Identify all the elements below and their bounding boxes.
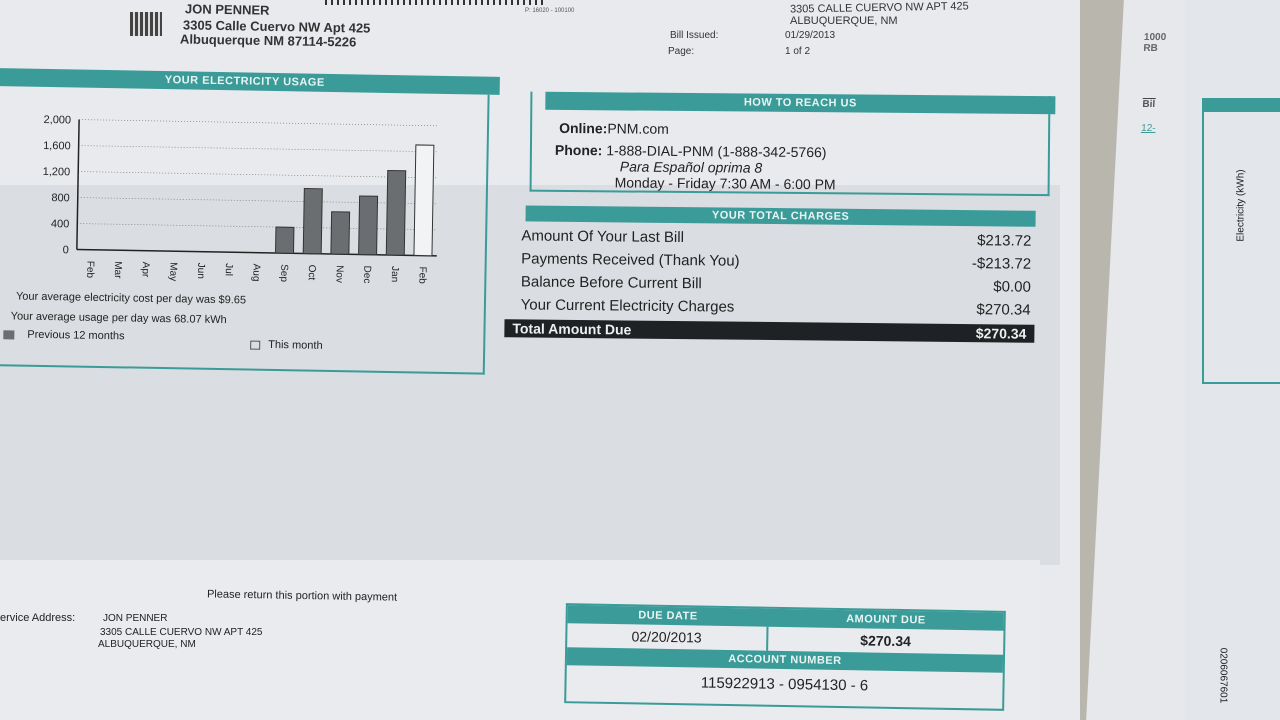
y-tick-label: 400 — [51, 218, 70, 230]
side-chart-box — [1202, 98, 1280, 384]
page-number: 1 of 2 — [785, 46, 811, 57]
charge-value: -$213.72 — [971, 255, 1032, 273]
charge-label: Your Current Electricity Charges — [520, 296, 735, 316]
gridline — [77, 197, 438, 205]
charge-row: Payments Received (Thank You) -$213.72 — [521, 250, 1031, 272]
x-tick-label: Feb — [84, 261, 95, 279]
account-number: 115922913 - 0954130 - 6 — [700, 674, 869, 695]
side-code: 1000 — [1143, 32, 1167, 43]
legend-previous-label: Previous 12 months — [27, 328, 125, 343]
fold-shadow — [0, 185, 1060, 565]
spanish-note: Para Español oprima 8 — [619, 158, 763, 176]
legend-this-label: This month — [268, 338, 323, 352]
side-bill: Bil — [1142, 98, 1156, 110]
charge-row: Balance Before Current Bill $0.00 — [521, 273, 1031, 295]
charge-value: $270.34 — [976, 301, 1031, 319]
legend-this-swatch — [250, 340, 261, 350]
x-tick-label: May — [167, 262, 178, 281]
charge-label: Balance Before Current Bill — [520, 273, 702, 293]
gridline — [78, 145, 439, 153]
x-tick-label: Nov — [333, 265, 344, 283]
service-address-2: ALBUQUERQUE, NM — [790, 15, 898, 27]
y-tick-label: 0 — [63, 244, 69, 256]
right-paper: Electricity (kWh) 0206067601 — [1185, 0, 1280, 720]
x-tick-label: Jul — [223, 263, 234, 276]
x-tick-label: Mar — [112, 261, 123, 279]
y-tick-label: 1,200 — [43, 166, 71, 178]
due-date: 02/20/2013 — [567, 623, 769, 651]
charge-row: Your Current Electricity Charges $270.34 — [521, 296, 1031, 318]
page-label: Page: — [668, 46, 695, 57]
charge-label: Amount Of Your Last Bill — [521, 227, 685, 247]
bar-previous — [274, 226, 295, 254]
customer-name: JON PENNER — [184, 1, 270, 18]
side-barcode-number: 0206067601 — [1217, 647, 1229, 704]
bar-previous — [302, 187, 323, 255]
charges-section: YOUR TOTAL CHARGES Amount Of Your Last B… — [504, 205, 1036, 343]
office-hours: Monday - Friday 7:30 AM - 6:00 PM — [614, 174, 836, 193]
charge-label: Payments Received (Thank You) — [521, 250, 740, 270]
y-tick-label: 2,000 — [43, 114, 71, 126]
legend-previous-swatch — [3, 330, 15, 340]
print-code: P: 16020 - 100100 — [525, 8, 575, 14]
gridline — [77, 223, 438, 231]
customer-address-2: Albuquerque NM 87114-5226 — [179, 31, 357, 50]
stub-name: JON PENNER — [103, 613, 168, 624]
bill-issued-date: 01/29/2013 — [785, 30, 836, 41]
bar-this-month — [413, 144, 435, 257]
bar-previous — [385, 169, 407, 256]
y-tick-label: 800 — [51, 192, 70, 204]
total-due-label: Total Amount Due — [512, 320, 632, 338]
side-date: 12- — [1140, 123, 1156, 134]
x-tick-label: Feb — [416, 266, 427, 284]
website-link[interactable]: PNM.com — [607, 120, 669, 137]
x-tick-label: Aug — [250, 264, 261, 282]
x-tick-label: Sep — [278, 264, 289, 282]
stub-address-1: 3305 CALLE CUERVO NW APT 425 — [100, 627, 263, 638]
side-axis-label: Electricity (kWh) — [1235, 169, 1247, 242]
usage-chart: 2,000 1,600 1,200 800 400 0 Feb Mar Apr May Jun Jul… — [43, 114, 440, 284]
x-tick-label: Oct — [306, 265, 317, 281]
stub-service-label: ervice Address: — [0, 612, 76, 624]
payment-summary-box: DUE DATE AMOUNT DUE 02/20/2013 $270.34 ACC… — [564, 603, 1006, 711]
x-tick-label: Dec — [361, 266, 372, 284]
x-tick-label: Jan — [389, 266, 400, 282]
x-tick-label: Apr — [140, 262, 151, 278]
bar-previous — [330, 211, 351, 255]
qr-code-icon — [130, 12, 162, 36]
gridline — [78, 171, 439, 179]
phone-label: Phone: — [554, 141, 603, 159]
y-tick-label: 1,600 — [43, 140, 71, 152]
postal-barcode — [325, 0, 545, 5]
charge-value: $0.00 — [993, 278, 1031, 296]
side-code-2: RB — [1143, 43, 1159, 54]
y-axis — [76, 119, 80, 250]
phone-number: 1-888-DIAL-PNM (1-888-342-5766) — [606, 142, 827, 161]
x-axis — [76, 248, 437, 257]
charge-value: $213.72 — [977, 232, 1032, 250]
x-tick-label: Jun — [195, 263, 206, 279]
gridline — [79, 119, 440, 127]
charge-row: Amount Of Your Last Bill $213.72 — [521, 227, 1031, 249]
bill-issued-label: Bill Issued: — [670, 30, 719, 41]
stub-address-2: ALBUQUERQUE, NM — [98, 639, 196, 650]
bar-previous — [358, 195, 379, 256]
total-due-value: $270.34 — [975, 325, 1027, 342]
contact-section: HOW TO REACH US Online:PNM.com Phone: 1-… — [529, 91, 1056, 197]
usage-section: YOUR ELECTRICITY USAGE 2,000 1,600 1,200 80… — [0, 68, 500, 379]
online-label: Online: — [559, 119, 608, 137]
